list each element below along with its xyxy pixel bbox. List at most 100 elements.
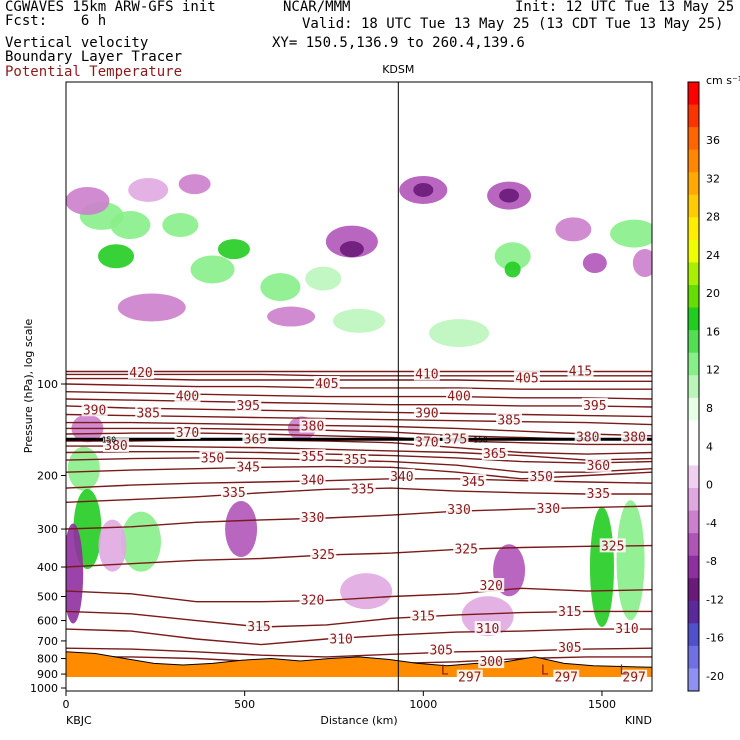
theta-label-bg [553,669,580,684]
theta-line-315 [66,610,652,628]
colorbar-tick-label: -16 [706,632,724,645]
w-cell-5 [217,239,250,260]
theta-label: 345 [236,460,259,475]
tracer-label: 150 [102,435,117,444]
colorbar-tick-label: -20 [706,670,724,683]
theta-label-bg [413,366,440,381]
w-cell-2 [110,211,151,240]
w-cell-29 [632,249,652,278]
theta-label-bg [621,669,648,684]
tracer-label: 150 [473,435,488,444]
colorbar-cell [688,442,699,466]
theta-label-bg [556,640,583,655]
theta-label: 380 [104,439,127,454]
valid-time: Valid: 18 UTC Tue 13 May 25 (13 CDT Tue … [302,16,724,32]
colorbar-cell [688,533,699,557]
colorbar-tick-label: 20 [706,287,720,300]
theta-label-bg [128,364,155,379]
theta-label-bg [478,578,505,593]
theta-label-bg [310,546,337,561]
theta-label-bg [478,654,505,669]
theta-line-405 [66,383,652,390]
w-cell-11 [67,446,100,491]
y-tick-label: 1000 [30,682,58,695]
w-cell-33 [98,519,127,572]
w-cell-7 [305,266,342,291]
w-cell-8 [494,242,531,271]
w-cell-4 [190,255,235,284]
x-axis: 0 500 1000 1500 [63,691,616,711]
section-endpoints: XY= 150.5,136.9 to 260.4,139.6 [272,35,525,51]
low-marker: L [541,663,549,678]
theta-label: 297 [622,671,645,686]
x-tick-label: 1000 [409,698,437,711]
y-tick-label: 400 [37,561,58,574]
w-cell-35 [340,573,393,610]
theta-label-bg [474,621,501,636]
theta-label: 335 [587,487,610,502]
colorbar-cell [688,262,699,286]
theta-label-bg [299,418,326,433]
theta-label-bg [242,431,269,446]
y-tick-label: 300 [37,523,58,536]
colorbar-cell [688,623,699,647]
theta-label: 340 [390,470,413,485]
theta-label-bg [328,631,355,646]
theta-label-bg [599,538,626,553]
theta-line-380 [66,421,652,437]
theta-label: 345 [462,475,485,490]
theta-label: 330 [301,511,324,526]
y-tick-label: 500 [37,590,58,603]
theta-label-bg [135,405,162,420]
theta-line-375 [66,427,652,440]
theta-label: 380 [301,420,324,435]
theta-line-370 [66,432,652,446]
theta-label: 380 [622,431,645,446]
theta-label: 365 [244,432,267,447]
colorbar: 36 32 28 24 20 16 12 8 4 0 -4 -8 -12 -16 -20 [687,81,724,692]
colorbar-cell [688,600,699,624]
theta-label: 305 [558,641,581,656]
theta-label-bg [528,468,555,483]
theta-label-bg [613,621,640,636]
init-time: Init: 12 UTC Tue 13 May 25 [515,0,735,15]
theta-label-bg [245,618,272,633]
field-boundary-layer-tracer: Boundary Layer Tracer [5,49,183,65]
colorbar-cell [688,488,699,512]
y-tick-label: 800 [37,653,58,666]
colorbar-tick-label: 12 [706,364,720,377]
colorbar-cell [688,645,699,669]
theta-label-bg [235,397,262,412]
theta-label-bg [496,412,523,427]
theta-label: 325 [312,548,335,563]
theta-label: 370 [415,436,438,451]
colorbar-tick-label: -8 [706,555,717,568]
w-cell-15 [616,500,645,621]
theta-line-345 [66,465,652,480]
w-cell-3 [162,213,199,238]
colorbar-cell [688,510,699,534]
theta-label-bg [81,402,108,417]
theta-label-bg [556,603,583,618]
colorbar-cell [688,352,699,376]
theta-label: 415 [569,365,592,380]
colorbar-cell [688,172,699,196]
theta-label: 380 [576,431,599,446]
theta-label: 330 [537,502,560,517]
theta-line-390 [66,405,652,418]
theta-label: 420 [129,366,152,381]
station-marker-label: KDSM [382,63,414,76]
colorbar-tick-label: 4 [706,440,713,453]
field-vertical-velocity: Vertical velocity [5,35,149,51]
theta-label-bg [413,434,440,449]
theta-label-bg [410,608,437,623]
w-cell-9 [504,261,521,278]
theta-label: 330 [447,503,470,518]
low-marker: L [441,663,449,678]
w-cell-10 [610,219,652,248]
colorbar-cell [688,127,699,151]
w-cell-17 [333,308,385,333]
theta-line-385 [66,413,652,426]
colorbar-tick-label: 32 [706,172,720,185]
